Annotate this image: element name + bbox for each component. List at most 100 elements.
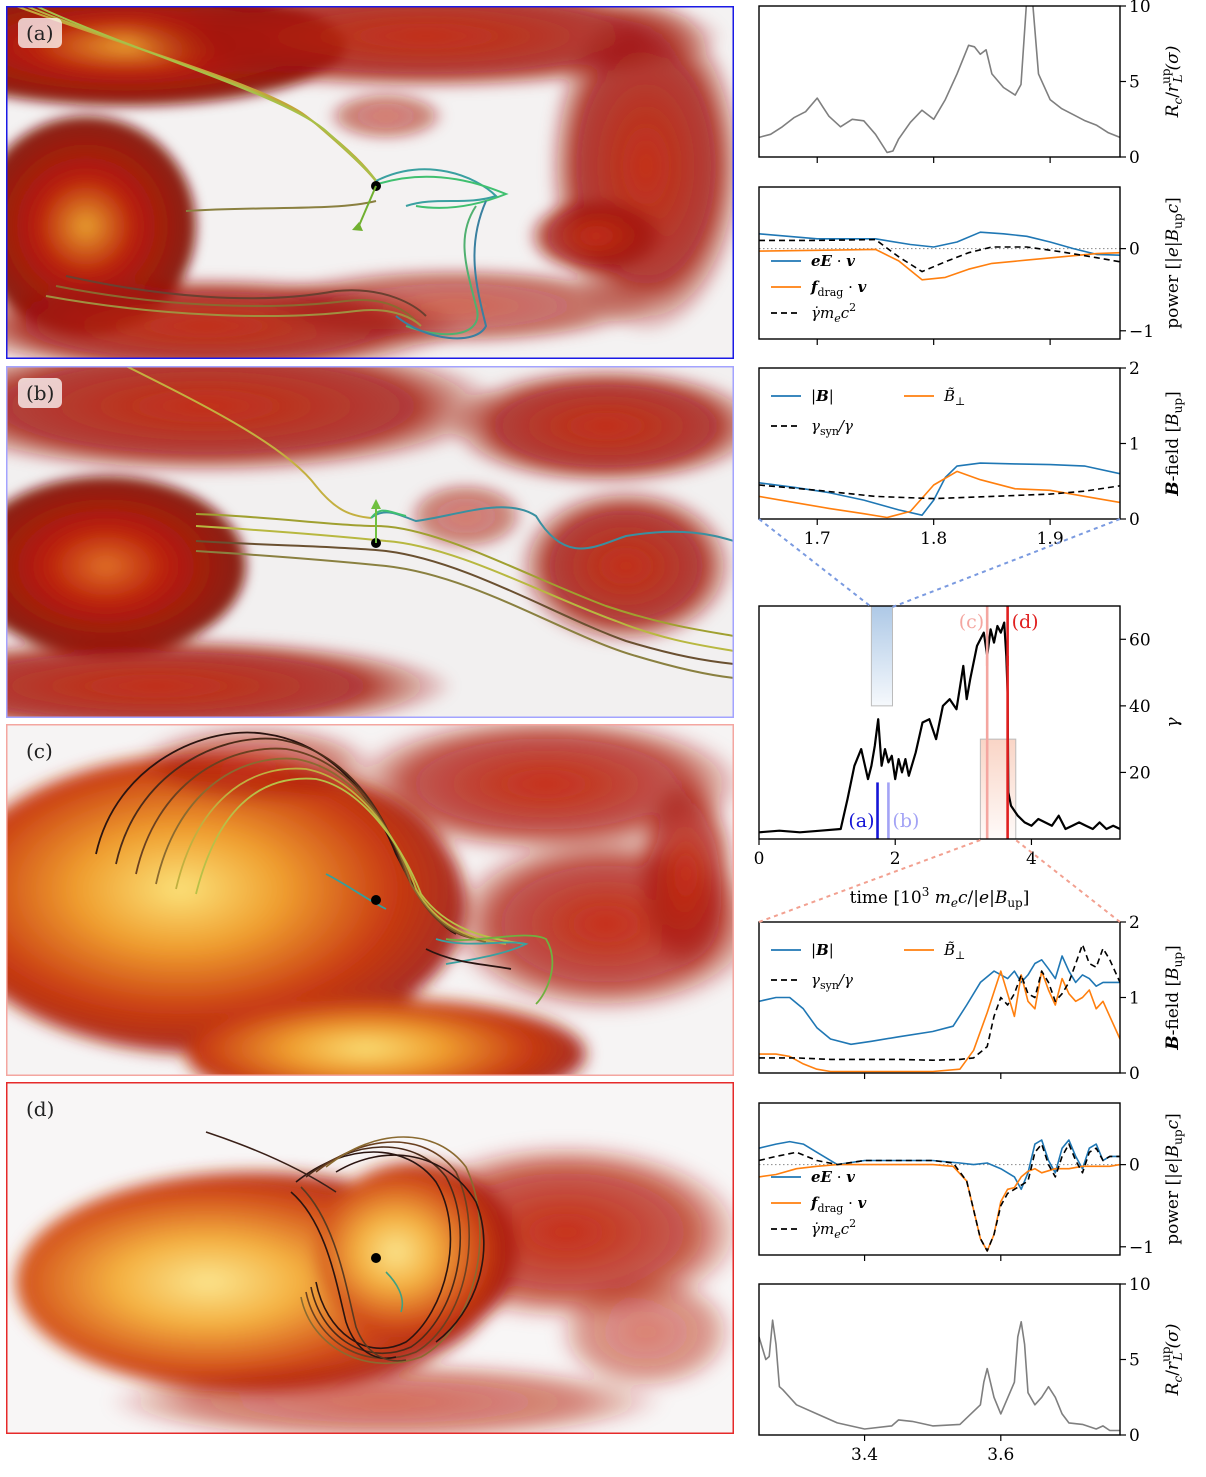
- legend-label: γ̇mec2: [811, 1217, 856, 1241]
- y-tick-label: 0: [1129, 1426, 1140, 1446]
- x-tick-label: 3.6: [987, 1445, 1014, 1465]
- marker-label: (a): [848, 810, 874, 832]
- series-line-2: [759, 484, 1120, 500]
- y-tick-label: 0: [1129, 240, 1140, 260]
- legend-label: γsyn/γ: [811, 417, 853, 438]
- y-axis-label: Rc/rupL(σ): [1159, 1324, 1185, 1397]
- y-tick-label: 0: [1129, 1156, 1140, 1176]
- panel-b-volume-render: [6, 366, 734, 718]
- panel-c: (c): [6, 724, 734, 1076]
- legend-label: γsyn/γ: [811, 971, 853, 992]
- y-tick-label: 60: [1129, 630, 1151, 650]
- panel-d: (d): [6, 1082, 734, 1434]
- series-line-0: [759, 231, 1120, 256]
- y-tick-label: 2: [1129, 913, 1140, 933]
- series-line-1: [759, 470, 1120, 519]
- chart-gamma: (a) (b) (c) (d) 20 40 60 0 2 4 γ time [103 mec/|e|B…: [754, 605, 1183, 910]
- y-axis-label: γ: [1163, 717, 1183, 728]
- series-line-2: [759, 943, 1120, 1061]
- panel-b-label: (b): [18, 378, 63, 408]
- connector-line: [892, 518, 1121, 608]
- y-tick-label: 0: [1129, 148, 1140, 168]
- y-tick-label: −1: [1129, 1238, 1154, 1258]
- panel-c-frame: [6, 724, 734, 1076]
- panel-b: (b): [6, 366, 734, 718]
- chart-bfield_bottom: 0 1 2 B-field [Bup] |B| B̃⊥ γsyn/γ: [758, 913, 1185, 1084]
- y-axis-label: Rc/rupL(σ): [1159, 46, 1185, 119]
- y-tick-label: 10: [1129, 0, 1151, 17]
- legend-label: fdrag · v: [810, 1194, 867, 1215]
- x-tick-label: 4: [1026, 849, 1037, 869]
- y-axis-label: B-field [Bup]: [1163, 391, 1185, 496]
- series-line-0: [759, 1139, 1120, 1191]
- plot-frame: [758, 186, 1121, 340]
- y-tick-label: −1: [1129, 322, 1154, 342]
- series-line-2: [759, 1143, 1120, 1252]
- panel-a: (a): [6, 6, 734, 359]
- legend-label: B̃⊥: [943, 941, 965, 962]
- x-tick-label: 2: [890, 849, 901, 869]
- plot-frame: [758, 5, 1121, 158]
- marker-label: (c): [959, 611, 984, 633]
- panel-a-volume-render: [6, 6, 734, 359]
- highlight-region: [870, 605, 894, 707]
- panel-d-frame: [6, 1082, 734, 1434]
- series-line-0: [759, 621, 1120, 834]
- x-tick-label: 0: [754, 849, 765, 869]
- series-line-0: [759, 1319, 1120, 1432]
- marker-label: (b): [892, 810, 919, 832]
- legend-label: fdrag · v: [810, 278, 867, 299]
- zoom-connectors: [758, 518, 1121, 923]
- y-axis-label: power [|e|Bupc]: [1163, 1113, 1185, 1245]
- x-axis-label: time [103 mec/|e|Bup]: [850, 885, 1030, 910]
- y-tick-label: 0: [1129, 1064, 1140, 1084]
- panel-d-volume-render: [6, 1082, 734, 1434]
- panel-b-frame: [6, 366, 734, 718]
- legend-label: B̃⊥: [943, 387, 965, 408]
- connector-line: [758, 839, 981, 923]
- plot-frame: [758, 605, 1121, 840]
- chart-power_top: −1 0 power [|e|Bupc] eE · v fdrag · vγ̇mec2: [758, 186, 1185, 345]
- chart-rc_bottom: 0 5 10 3.4 3.6 Rc/rupL(σ): [758, 1275, 1185, 1465]
- legend: eE · v fdrag · vγ̇mec2: [771, 1168, 867, 1241]
- legend-label: |B|: [811, 941, 834, 959]
- x-tick-label: 1.7: [804, 529, 831, 549]
- series-line-2: [759, 238, 1120, 273]
- legend-label: eE · v: [811, 252, 855, 270]
- y-tick-label: 20: [1129, 763, 1151, 783]
- x-tick-label: 1.8: [920, 529, 947, 549]
- y-tick-label: 2: [1129, 359, 1140, 379]
- y-axis-label: power [|e|Bupc]: [1163, 197, 1185, 329]
- legend-label: |B|: [811, 387, 834, 405]
- y-axis-label: B-field [Bup]: [1163, 945, 1185, 1050]
- chart-rc_top: 0 5 10 Rc/rupL(σ): [758, 0, 1185, 168]
- series-line-1: [759, 248, 1120, 281]
- panel-a-label: (a): [18, 18, 62, 48]
- legend-label: eE · v: [811, 1168, 855, 1186]
- x-tick-label: 3.4: [851, 1445, 878, 1465]
- panel-a-frame: [6, 6, 734, 359]
- y-tick-label: 1: [1129, 989, 1140, 1009]
- series-line-0: [759, 462, 1120, 516]
- chart-power_bottom: −1 0 power [|e|Bupc] eE · v fdrag · vγ̇mec2: [758, 1102, 1185, 1261]
- panel-c-label: (c): [26, 739, 53, 763]
- y-tick-label: 5: [1129, 1351, 1140, 1371]
- series-line-1: [759, 970, 1120, 1073]
- y-tick-label: 5: [1129, 73, 1140, 93]
- plot-frame: [758, 1102, 1121, 1256]
- y-tick-label: 10: [1129, 1275, 1151, 1295]
- connector-line: [1015, 839, 1121, 923]
- highlight-region: [979, 738, 1017, 840]
- series-line-0: [759, 955, 1120, 1046]
- panel-c-volume-render: [6, 724, 734, 1076]
- series-line-0: [759, 6, 1120, 154]
- legend: |B| B̃⊥ γsyn/γ: [771, 387, 965, 438]
- marker-label: (d): [1012, 611, 1039, 633]
- legend: |B| B̃⊥ γsyn/γ: [771, 941, 965, 992]
- y-tick-label: 40: [1129, 697, 1151, 717]
- legend: eE · v fdrag · vγ̇mec2: [771, 252, 867, 325]
- panel-d-label: (d): [26, 1097, 55, 1121]
- y-tick-label: 1: [1129, 435, 1140, 455]
